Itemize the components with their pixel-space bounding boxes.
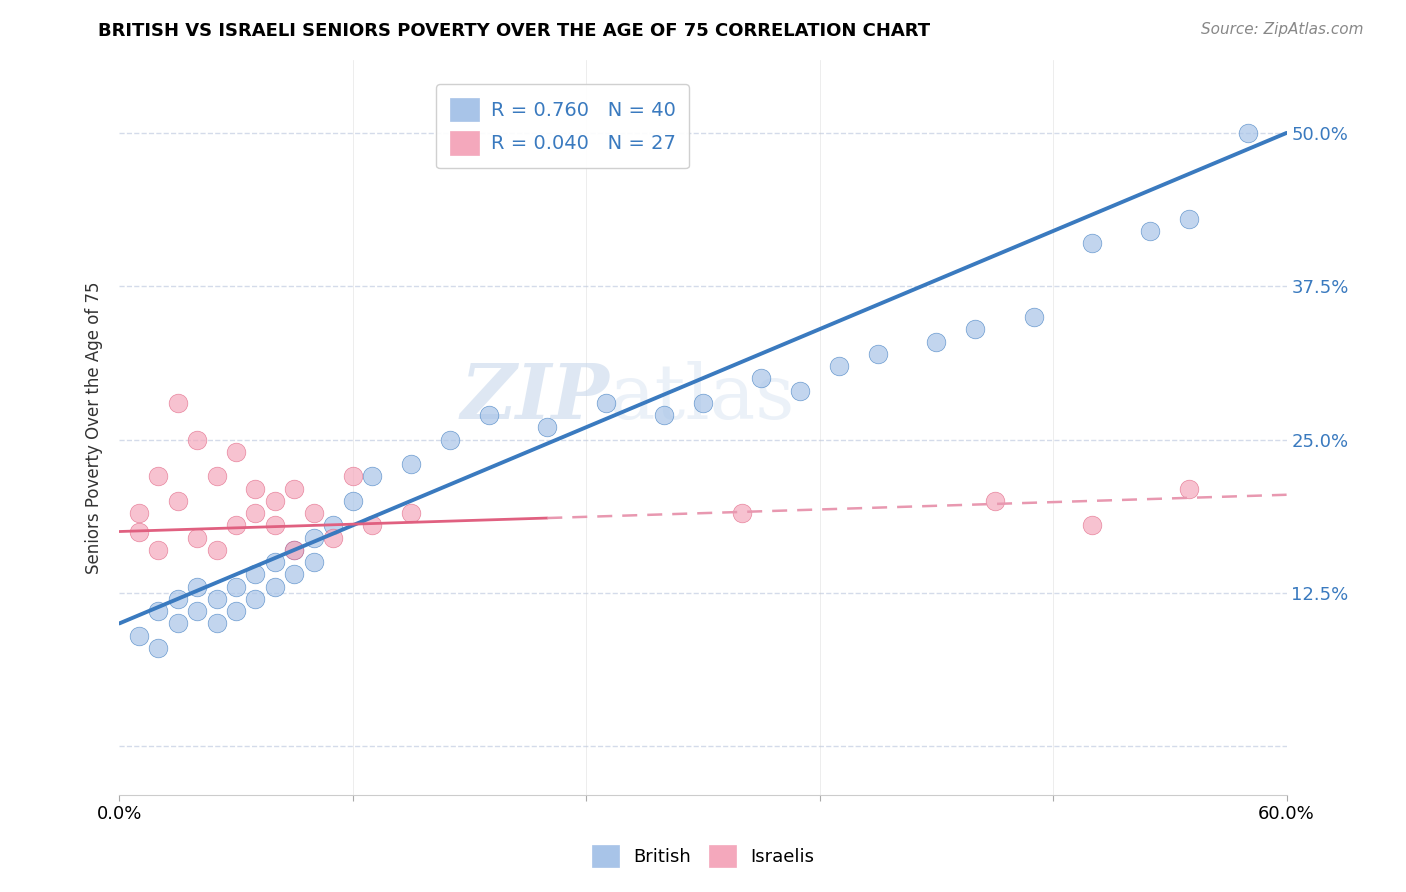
Point — [1236, 126, 1258, 140]
Point — [925, 334, 948, 349]
Point — [264, 518, 287, 533]
Point — [225, 580, 247, 594]
Point — [322, 518, 344, 533]
Point — [205, 616, 228, 631]
Point — [828, 359, 851, 373]
Point — [166, 494, 188, 508]
Point — [965, 322, 987, 336]
Legend: R = 0.760   N = 40, R = 0.040   N = 27: R = 0.760 N = 40, R = 0.040 N = 27 — [436, 84, 689, 169]
Point — [1178, 482, 1201, 496]
Point — [399, 457, 422, 471]
Point — [205, 591, 228, 606]
Point — [225, 518, 247, 533]
Point — [692, 396, 714, 410]
Point — [245, 482, 267, 496]
Point — [186, 531, 208, 545]
Point — [361, 518, 384, 533]
Point — [283, 567, 305, 582]
Point — [186, 433, 208, 447]
Point — [342, 494, 364, 508]
Point — [302, 506, 325, 520]
Point — [128, 524, 150, 539]
Text: BRITISH VS ISRAELI SENIORS POVERTY OVER THE AGE OF 75 CORRELATION CHART: BRITISH VS ISRAELI SENIORS POVERTY OVER … — [98, 22, 931, 40]
Point — [749, 371, 772, 385]
Point — [595, 396, 617, 410]
Point — [1081, 236, 1104, 251]
Point — [536, 420, 558, 434]
Point — [439, 433, 461, 447]
Point — [148, 604, 170, 618]
Point — [283, 482, 305, 496]
Point — [166, 616, 188, 631]
Text: atlas: atlas — [610, 361, 794, 435]
Point — [186, 604, 208, 618]
Point — [245, 567, 267, 582]
Point — [264, 580, 287, 594]
Point — [205, 469, 228, 483]
Legend: British, Israelis: British, Israelis — [585, 838, 821, 874]
Text: Source: ZipAtlas.com: Source: ZipAtlas.com — [1201, 22, 1364, 37]
Point — [361, 469, 384, 483]
Point — [128, 506, 150, 520]
Point — [148, 640, 170, 655]
Point — [1022, 310, 1045, 324]
Point — [245, 591, 267, 606]
Point — [302, 531, 325, 545]
Point — [731, 506, 754, 520]
Point — [264, 494, 287, 508]
Text: ZIP: ZIP — [461, 361, 610, 435]
Point — [148, 469, 170, 483]
Point — [652, 408, 675, 422]
Point — [225, 604, 247, 618]
Point — [166, 396, 188, 410]
Point — [399, 506, 422, 520]
Y-axis label: Seniors Poverty Over the Age of 75: Seniors Poverty Over the Age of 75 — [86, 281, 103, 574]
Point — [302, 555, 325, 569]
Point — [1081, 518, 1104, 533]
Point — [789, 384, 811, 398]
Point — [264, 555, 287, 569]
Point — [245, 506, 267, 520]
Point — [342, 469, 364, 483]
Point — [205, 542, 228, 557]
Point — [225, 445, 247, 459]
Point — [478, 408, 501, 422]
Point — [322, 531, 344, 545]
Point — [866, 347, 889, 361]
Point — [283, 542, 305, 557]
Point — [166, 591, 188, 606]
Point — [1139, 224, 1161, 238]
Point — [186, 580, 208, 594]
Point — [128, 629, 150, 643]
Point — [1178, 211, 1201, 226]
Point — [984, 494, 1007, 508]
Point — [283, 542, 305, 557]
Point — [148, 542, 170, 557]
